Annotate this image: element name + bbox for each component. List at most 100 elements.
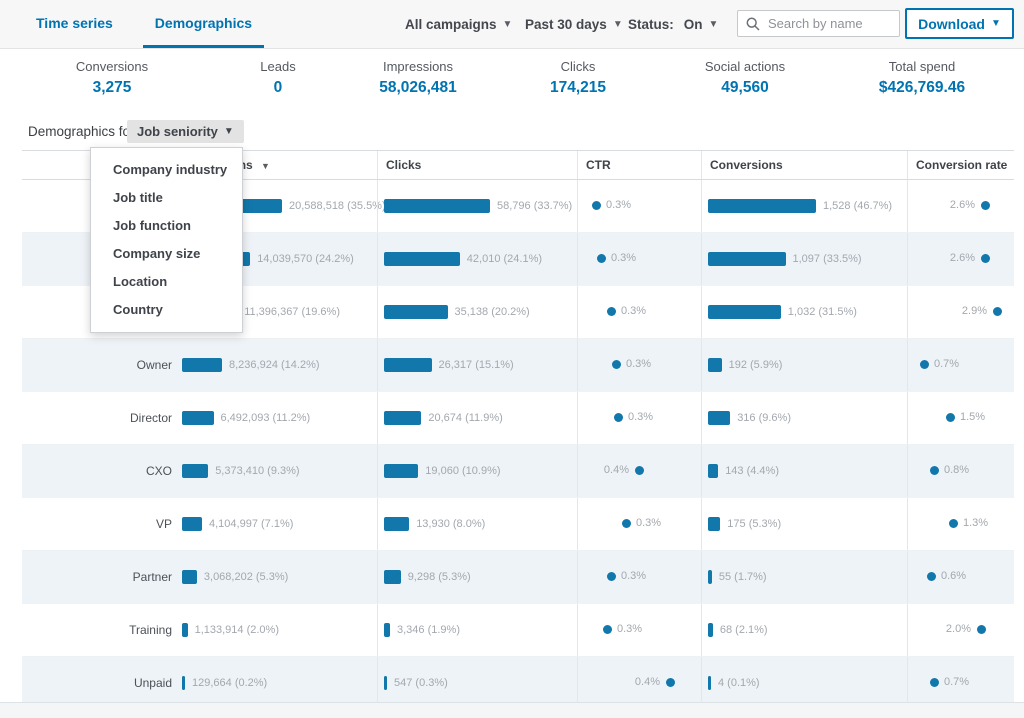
impressions-cell: Training 1,133,914 (2.0%): [22, 604, 377, 656]
ctr-dot: [622, 519, 631, 528]
tab-time-series[interactable]: Time series: [36, 14, 113, 31]
ctr-value: 0.3%: [617, 623, 643, 635]
conversion-rate-cell: 0.6%: [907, 551, 1014, 603]
ctr-dot: [592, 201, 601, 210]
ctr-dot: [607, 307, 616, 316]
page-footer-strip: [0, 702, 1024, 718]
menu-item-job-title[interactable]: Job title: [113, 190, 163, 205]
conversions-bar: [708, 411, 731, 425]
clicks-value: 9,298 (5.3%): [407, 571, 471, 583]
conversion-rate-value: 2.6%: [949, 252, 975, 264]
menu-item-location[interactable]: Location: [113, 274, 168, 289]
date-range-dropdown[interactable]: Past 30 days ▼: [525, 0, 623, 48]
campaigns-filter-dropdown[interactable]: All campaigns ▼: [405, 0, 512, 48]
row-label: Training: [129, 623, 172, 637]
clicks-value: 3,346 (1.9%): [397, 624, 460, 636]
conversions-bar: [708, 199, 816, 213]
stat-value: 0: [273, 79, 283, 96]
ctr-dot: [614, 413, 623, 422]
search-input[interactable]: [766, 15, 899, 32]
impressions-bar: [182, 358, 222, 372]
stat-label: Social actions: [704, 59, 786, 74]
table-body: 20,588,518 (35.5%) 58,796 (33.7%) 0.3% 1,52…: [22, 180, 1014, 710]
clicks-bar: [384, 623, 390, 637]
stat-label: Leads: [260, 59, 296, 74]
conversion-rate-value: 0.6%: [941, 570, 967, 582]
conversion-rate-cell: 1.3%: [907, 498, 1014, 550]
clicks-cell: 42,010 (24.1%): [377, 233, 577, 285]
ctr-cell: 0.3%: [577, 498, 701, 550]
conversions-bar: [708, 623, 713, 637]
clicks-value: 547 (0.3%): [394, 677, 448, 689]
search-box: [737, 10, 900, 37]
view-tabs: Time series Demographics: [24, 0, 265, 48]
clicks-bar: [384, 676, 387, 690]
conversion-rate-value: 2.9%: [961, 305, 987, 317]
conversions-cell: 192 (5.9%): [701, 339, 907, 391]
ctr-cell: 0.3%: [577, 286, 701, 338]
download-button[interactable]: Download ▼: [905, 8, 1014, 39]
ctr-value: 0.3%: [626, 358, 652, 370]
clicks-value: 35,138 (20.2%): [454, 306, 530, 318]
conversion-rate-value: 0.7%: [944, 676, 970, 688]
conversions-value: 192 (5.9%): [728, 359, 783, 371]
clicks-cell: 9,298 (5.3%): [377, 551, 577, 603]
column-header-conversions[interactable]: Conversions: [701, 151, 907, 179]
conversions-cell: 68 (2.1%): [701, 604, 907, 656]
impressions-bar: [182, 464, 209, 478]
impressions-value: 11,396,367 (19.6%): [244, 306, 340, 318]
impressions-value: 14,039,570 (24.2%): [257, 253, 354, 265]
ctr-dot: [635, 466, 644, 475]
conversion-rate-dot: [930, 678, 939, 687]
status-label: Status:: [628, 16, 674, 32]
campaigns-filter-label: All campaigns: [405, 16, 497, 32]
conversion-rate-dot: [993, 307, 1002, 316]
chevron-down-icon: ▼: [990, 18, 1001, 29]
impressions-value: 6,492,093 (11.2%): [220, 412, 311, 424]
conversion-rate-dot: [930, 466, 939, 475]
column-header-conversion-rate[interactable]: Conversion rate: [907, 151, 1014, 179]
menu-item-company-industry[interactable]: Company industry: [113, 162, 228, 177]
clicks-cell: 35,138 (20.2%): [377, 286, 577, 338]
conversions-cell: 55 (1.7%): [701, 551, 907, 603]
table-row: Training 1,133,914 (2.0%) 3,346 (1.9%) 0.3%…: [22, 604, 1014, 657]
demographic-type-dropdown-button[interactable]: Job seniority ▼: [127, 120, 244, 143]
menu-item-company-size[interactable]: Company size: [113, 246, 201, 261]
clicks-cell: 58,796 (33.7%): [377, 180, 577, 232]
conversions-cell: 175 (5.3%): [701, 498, 907, 550]
conversions-bar: [708, 358, 722, 372]
column-header-ctr[interactable]: CTR: [577, 151, 701, 179]
menu-item-job-function[interactable]: Job function: [113, 218, 191, 233]
impressions-bar: [182, 623, 188, 637]
status-value-dropdown[interactable]: On ▼: [684, 17, 719, 32]
clicks-bar: [384, 517, 410, 531]
ctr-cell: 0.3%: [577, 233, 701, 285]
clicks-bar: [384, 252, 460, 266]
download-button-label: Download: [918, 15, 985, 32]
summary-stats-bar: Conversions 3,275 Leads 0 Impressions 58…: [0, 48, 1024, 115]
conversion-rate-cell: 0.7%: [907, 339, 1014, 391]
conversion-rate-dot: [981, 201, 990, 210]
clicks-cell: 13,930 (8.0%): [377, 498, 577, 550]
stat-value: 3,275: [92, 79, 132, 96]
impressions-value: 1,133,914 (2.0%): [194, 624, 279, 636]
conversion-rate-dot: [920, 360, 929, 369]
chevron-down-icon: ▼: [708, 18, 719, 30]
conversion-rate-dot: [946, 413, 955, 422]
tab-demographics[interactable]: Demographics: [142, 0, 265, 48]
clicks-cell: 20,674 (11.9%): [377, 392, 577, 444]
impressions-value: 4,104,997 (7.1%): [209, 518, 294, 530]
ctr-value: 0.3%: [611, 252, 637, 264]
conversions-bar: [708, 305, 781, 319]
impressions-cell: Owner 8,236,924 (14.2%): [22, 339, 377, 391]
conversions-cell: 4 (0.1%): [701, 657, 907, 709]
impressions-cell: Unpaid 129,664 (0.2%): [22, 657, 377, 709]
demographic-type-menu: Company industry Job title Job function …: [90, 147, 243, 333]
impressions-value: 5,373,410 (9.3%): [215, 465, 300, 477]
stat-value: $426,769.46: [878, 79, 966, 96]
ctr-cell: 0.3%: [577, 180, 701, 232]
conversions-bar: [708, 676, 711, 690]
column-header-clicks[interactable]: Clicks: [377, 151, 577, 179]
impressions-value: 3,068,202 (5.3%): [203, 571, 289, 583]
menu-item-country[interactable]: Country: [113, 302, 163, 317]
